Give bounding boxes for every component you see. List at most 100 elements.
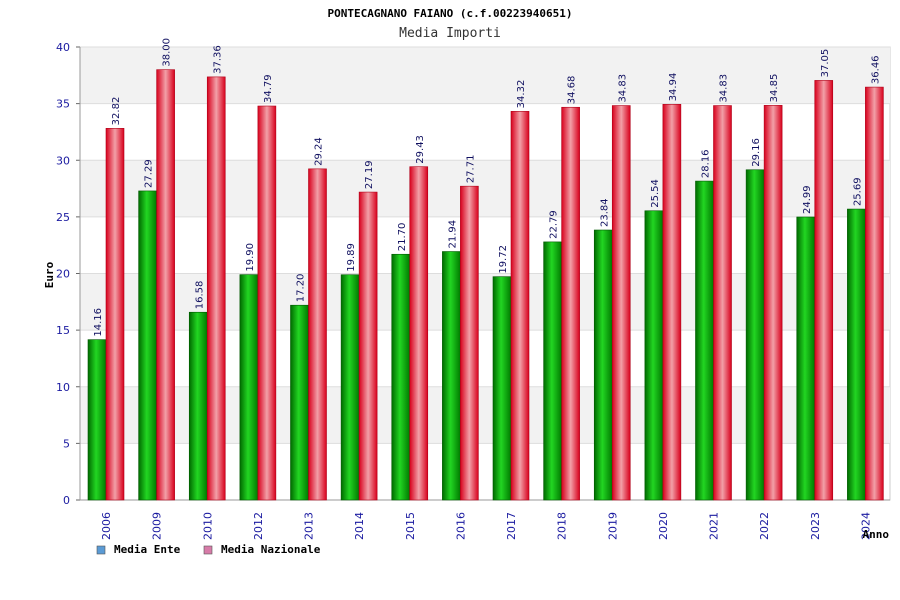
data-label-media-ente-2024: 25.69 [852,177,863,206]
x-tick-label-2012: 2012 [252,512,265,540]
y-tick-label: 35 [56,98,70,111]
x-tick-label-2006: 2006 [100,512,113,540]
data-label-media-ente-2014: 19.89 [346,243,357,272]
y-axis-label: Euro [43,261,56,288]
data-label-media-ente-2015: 21.70 [397,223,408,252]
legend-swatch-media-nazionale [203,545,213,555]
data-label-media-ente-2017: 19.72 [498,245,509,274]
data-label-media-nazionale-2010: 37.36 [212,45,223,74]
data-label-media-nazionale-2016: 27.71 [465,155,476,184]
data-label-media-ente-2019: 23.84 [599,198,610,227]
x-tick-label-2015: 2015 [404,512,417,540]
x-tick-label-2010: 2010 [201,512,214,540]
bar-media-ente-2018 [543,241,562,501]
chart-subtitle: Media Importi [399,26,501,41]
x-tick-label-2020: 2020 [657,512,670,540]
bar-media-ente-2015 [391,253,411,501]
x-tick-label-2024: 2024 [859,512,872,540]
bar-media-ente-2006 [87,339,107,501]
bar-media-nazionale-2024 [865,86,884,501]
bar-media-nazionale-2010 [206,76,226,501]
bar-media-ente-2022 [745,169,765,501]
legend: Media Ente Media Nazionale [96,543,321,556]
x-tick-label-2023: 2023 [809,512,822,540]
data-labels: 14.16 32.82 27.29 38.00 16.58 37.36 19.90 34.79… [93,38,881,337]
bar-media-nazionale-2019 [611,105,631,501]
bar-media-nazionale-2022 [763,105,783,501]
y-axis-ticks: 0 5 10 15 20 25 30 35 40 [56,41,70,507]
data-label-media-ente-2020: 25.54 [650,179,661,208]
bar-media-ente-2023 [796,216,816,501]
data-label-media-nazionale-2017: 34.32 [516,80,527,109]
data-label-media-ente-2021: 28.16 [701,149,712,178]
chart-title: PONTECAGNANO FAIANO (c.f.00223940651) [327,7,572,20]
x-tick-label-2016: 2016 [454,512,467,540]
y-tick-label: 10 [56,381,70,394]
data-label-media-nazionale-2021: 34.83 [719,74,730,103]
bar-media-ente-2009 [138,190,157,501]
bar-media-ente-2014 [340,274,360,501]
data-label-media-nazionale-2012: 34.79 [263,74,274,103]
data-label-media-nazionale-2009: 38.00 [162,38,173,67]
data-label-media-ente-2006: 14.16 [93,308,104,337]
bar-media-nazionale-2018 [561,106,580,501]
y-tick-label: 40 [56,41,70,54]
bar-media-ente-2010 [188,311,208,501]
data-label-media-nazionale-2014: 27.19 [364,160,375,189]
data-label-media-nazionale-2020: 34.94 [668,73,679,102]
x-tick-label-2018: 2018 [556,512,569,540]
data-label-media-ente-2022: 29.16 [751,138,762,167]
bar-media-nazionale-2006 [105,128,125,501]
y-tick-label: 5 [63,437,70,450]
x-axis-ticks: 2006 2009 2010 2012 2013 2014 2015 2016 2017 2018… [100,512,872,540]
data-label-media-nazionale-2015: 29.43 [415,135,426,164]
bar-media-ente-2024 [847,208,866,501]
bar-media-ente-2019 [593,229,613,501]
x-tick-label-2022: 2022 [758,512,771,540]
x-tick-label-2019: 2019 [606,512,619,540]
y-tick-label: 0 [63,494,70,507]
data-label-media-ente-2016: 21.94 [447,220,458,249]
data-label-media-nazionale-2023: 37.05 [820,49,831,78]
x-tick-label-2013: 2013 [303,512,316,540]
bar-media-nazionale-2009 [156,69,175,501]
data-label-media-nazionale-2013: 29.24 [314,137,325,166]
y-tick-label: 30 [56,154,70,167]
bar-media-ente-2017 [492,276,512,501]
bar-media-ente-2020 [644,210,664,501]
data-label-media-nazionale-2018: 34.68 [567,76,578,105]
bar-media-nazionale-2017 [510,111,530,501]
data-label-media-ente-2013: 17.20 [296,274,307,303]
data-label-media-ente-2023: 24.99 [802,185,813,214]
bar-media-nazionale-2021 [713,105,732,501]
bar-media-nazionale-2015 [409,166,429,501]
y-tick-label: 20 [56,268,70,281]
data-label-media-nazionale-2006: 32.82 [111,97,122,126]
data-label-media-ente-2012: 19.90 [245,243,256,272]
bar-media-nazionale-2014 [358,191,378,501]
bar-media-nazionale-2012 [257,105,277,501]
data-label-media-ente-2018: 22.79 [549,210,560,239]
x-tick-label-2009: 2009 [151,512,164,540]
legend-swatch-media-ente [96,545,106,555]
bar-media-nazionale-2016 [460,185,479,501]
bar-media-nazionale-2023 [814,80,834,501]
data-label-media-ente-2009: 27.29 [144,159,155,188]
bar-media-nazionale-2013 [308,168,327,501]
legend-label-media-ente: Media Ente [114,543,181,556]
bar-media-ente-2012 [239,274,259,501]
legend-label-media-nazionale: Media Nazionale [221,543,321,556]
bar-media-ente-2021 [695,180,714,501]
y-tick-label: 15 [56,324,70,337]
x-tick-label-2017: 2017 [505,512,518,540]
data-label-media-nazionale-2022: 34.85 [769,74,780,103]
x-tick-label-2021: 2021 [708,512,721,540]
bar-media-ente-2016 [442,251,461,501]
bar-media-nazionale-2020 [662,104,682,501]
bars [87,69,884,501]
data-label-media-nazionale-2019: 34.83 [617,74,628,103]
y-tick-label: 25 [56,211,70,224]
data-label-media-nazionale-2024: 36.46 [870,55,881,84]
bar-media-ente-2013 [290,304,309,501]
